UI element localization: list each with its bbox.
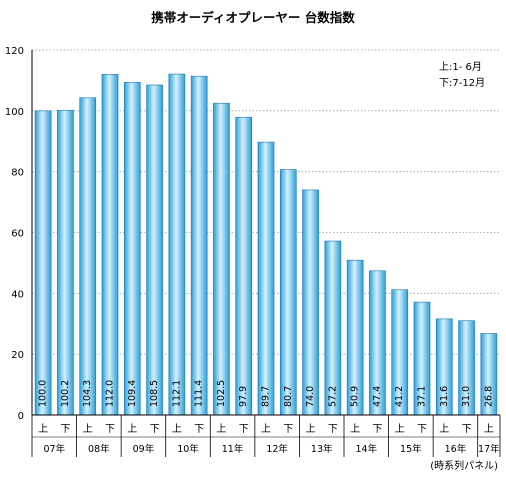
bar (57, 109, 74, 416)
year-label: 10年 (177, 443, 199, 455)
x-tick-label: 下 (60, 424, 70, 435)
year-label: 15年 (400, 443, 422, 455)
chart-title: 携帯オーディオプレーヤー 台数指数 (151, 10, 355, 25)
bar (235, 116, 253, 416)
x-tick-label: 下 (372, 424, 382, 435)
data-label: 37.1 (417, 386, 428, 407)
bar (279, 169, 297, 416)
data-label: 109.4 (127, 380, 138, 407)
bar (146, 84, 163, 416)
y-tick-label: 60 (11, 229, 24, 240)
data-label: 31.0 (461, 386, 472, 407)
x-tick-label: 下 (328, 424, 338, 435)
x-tick-label: 上 (216, 423, 226, 435)
year-label: 13年 (311, 443, 333, 455)
footnote: (時系列パネル) (430, 459, 498, 472)
bar (257, 141, 275, 416)
data-label: 108.5 (149, 380, 160, 407)
data-label: 112.0 (105, 380, 116, 407)
legend-note-line-2: 下:7-12月 (439, 77, 485, 89)
data-label: 31.6 (439, 386, 450, 407)
bar (213, 102, 230, 416)
x-tick-label: 上 (261, 423, 271, 435)
year-label: 09年 (133, 443, 155, 455)
x-tick-label: 上 (350, 423, 360, 435)
year-label: 12年 (266, 443, 288, 455)
y-tick-label: 20 (11, 350, 24, 361)
bar (101, 74, 119, 416)
y-tick-label: 120 (5, 46, 24, 57)
x-tick-label: 下 (283, 424, 293, 435)
x-tick-label: 上 (439, 423, 449, 435)
data-label: 100.0 (38, 380, 49, 407)
y-axis: 0 20 40 60 80 100 120 (5, 46, 33, 422)
data-label: 112.1 (171, 380, 182, 407)
bars: 100.0 100.2 104.3 112.0 109.4 108.5 112.1 111.4… (34, 73, 498, 416)
x-tick-label: 上 (172, 423, 182, 435)
x-axis: 上 下 上 下 上 下 上 下 上 下 上 下 上 下 上 下 上 下 上 下 上 07年 08年 09年 10年 11年 12年 1… (31, 414, 501, 457)
x-tick-label: 上 (38, 423, 48, 435)
data-label: 111.4 (194, 380, 205, 407)
bar (79, 97, 97, 416)
data-label: 74.0 (305, 386, 316, 407)
data-label: 57.2 (327, 386, 338, 407)
x-tick-label: 下 (417, 424, 427, 435)
x-tick-label: 上 (83, 423, 93, 435)
data-label: 50.9 (350, 386, 361, 407)
x-tick-label: 上 (127, 423, 137, 435)
x-tick-label: 上 (484, 423, 494, 435)
x-tick-label: 下 (150, 424, 160, 435)
year-label: 17年 (478, 443, 500, 455)
x-tick-label: 下 (194, 424, 204, 435)
x-tick-label: 下 (239, 424, 249, 435)
bar (168, 73, 186, 416)
data-label: 97.9 (238, 386, 249, 407)
bar (34, 110, 52, 416)
x-tick-label: 下 (105, 424, 115, 435)
year-label: 07年 (43, 443, 65, 455)
year-label: 11年 (222, 443, 244, 455)
y-tick-label: 40 (11, 289, 24, 300)
bar (302, 189, 319, 416)
y-tick-label: 100 (5, 107, 24, 118)
legend-note-line-1: 上:1- 6月 (439, 61, 482, 73)
data-label: 102.5 (216, 380, 227, 407)
data-label: 80.7 (283, 386, 294, 407)
data-label: 89.7 (261, 386, 272, 407)
y-tick-label: 0 (18, 411, 24, 422)
x-tick-label: 上 (306, 423, 316, 435)
y-tick-label: 80 (11, 168, 24, 179)
year-label: 08年 (88, 443, 110, 455)
data-label: 100.2 (60, 380, 71, 407)
data-label: 47.4 (372, 386, 383, 407)
data-label: 26.8 (483, 386, 494, 407)
x-tick-label: 上 (395, 423, 405, 435)
data-label: 41.2 (394, 386, 405, 407)
year-label: 16年 (445, 443, 467, 455)
x-tick-label: 下 (462, 424, 472, 435)
bar (123, 81, 141, 416)
legend-note: 上:1- 6月 下:7-12月 (439, 61, 485, 89)
bar (190, 75, 208, 416)
year-label: 14年 (355, 443, 377, 455)
data-label: 104.3 (82, 380, 93, 407)
